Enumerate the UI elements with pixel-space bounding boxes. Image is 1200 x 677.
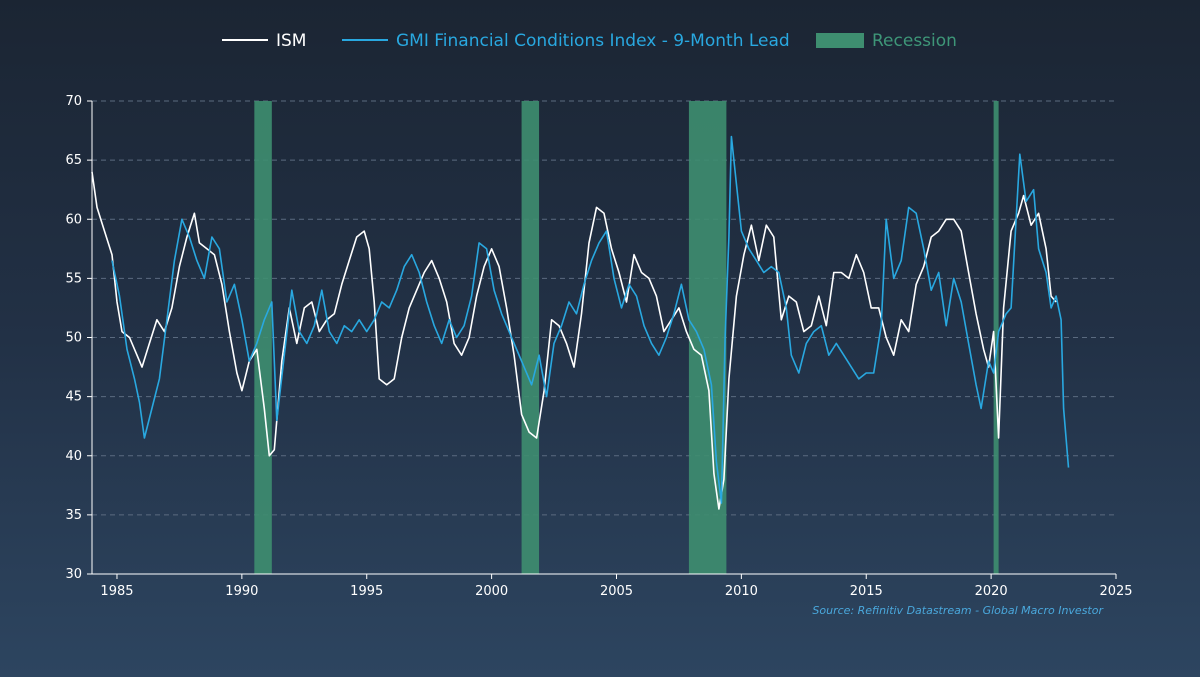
x-tick-label: 1985 <box>100 584 133 599</box>
legend-gmi-label: GMI Financial Conditions Index - 9-Month… <box>396 31 790 51</box>
x-tick-label: 2015 <box>850 584 883 599</box>
recession-band <box>993 101 999 574</box>
legend-ism-label: ISM <box>276 31 306 51</box>
y-tick-label: 55 <box>65 271 82 286</box>
x-tick-label: 2025 <box>1099 584 1132 599</box>
legend-recession-label: Recession <box>872 31 957 51</box>
y-tick-label: 50 <box>65 331 82 346</box>
x-tick-label: 2010 <box>725 584 758 599</box>
legend-recession-swatch <box>816 33 864 48</box>
x-tick-label: 2005 <box>600 584 633 599</box>
y-tick-label: 30 <box>65 567 82 582</box>
legend: ISM GMI Financial Conditions Index - 9-M… <box>222 31 957 51</box>
x-tick-label: 1990 <box>225 584 258 599</box>
y-tick-label: 60 <box>65 212 82 227</box>
recession-band <box>521 101 540 574</box>
y-tick-label: 40 <box>65 449 82 464</box>
gmi-line <box>111 135 1070 504</box>
x-tick-label: 2020 <box>975 584 1008 599</box>
recession-bands <box>254 101 999 574</box>
x-tick-label: 2000 <box>475 584 508 599</box>
axes: 30 35 40 45 50 55 60 65 70 1985 1990 1995 2000 2005 20… <box>65 94 1132 599</box>
y-tick-label: 45 <box>65 390 82 405</box>
y-tick-label: 65 <box>65 153 82 168</box>
x-tick-label: 1995 <box>350 584 383 599</box>
recession-band <box>254 101 272 574</box>
ism-line <box>91 171 1057 510</box>
y-tick-label: 70 <box>65 94 82 109</box>
y-tick-label: 35 <box>65 508 82 523</box>
series-lines <box>91 135 1070 510</box>
source-note: Source: Refinitiv Datastream - Global Ma… <box>812 604 1104 617</box>
